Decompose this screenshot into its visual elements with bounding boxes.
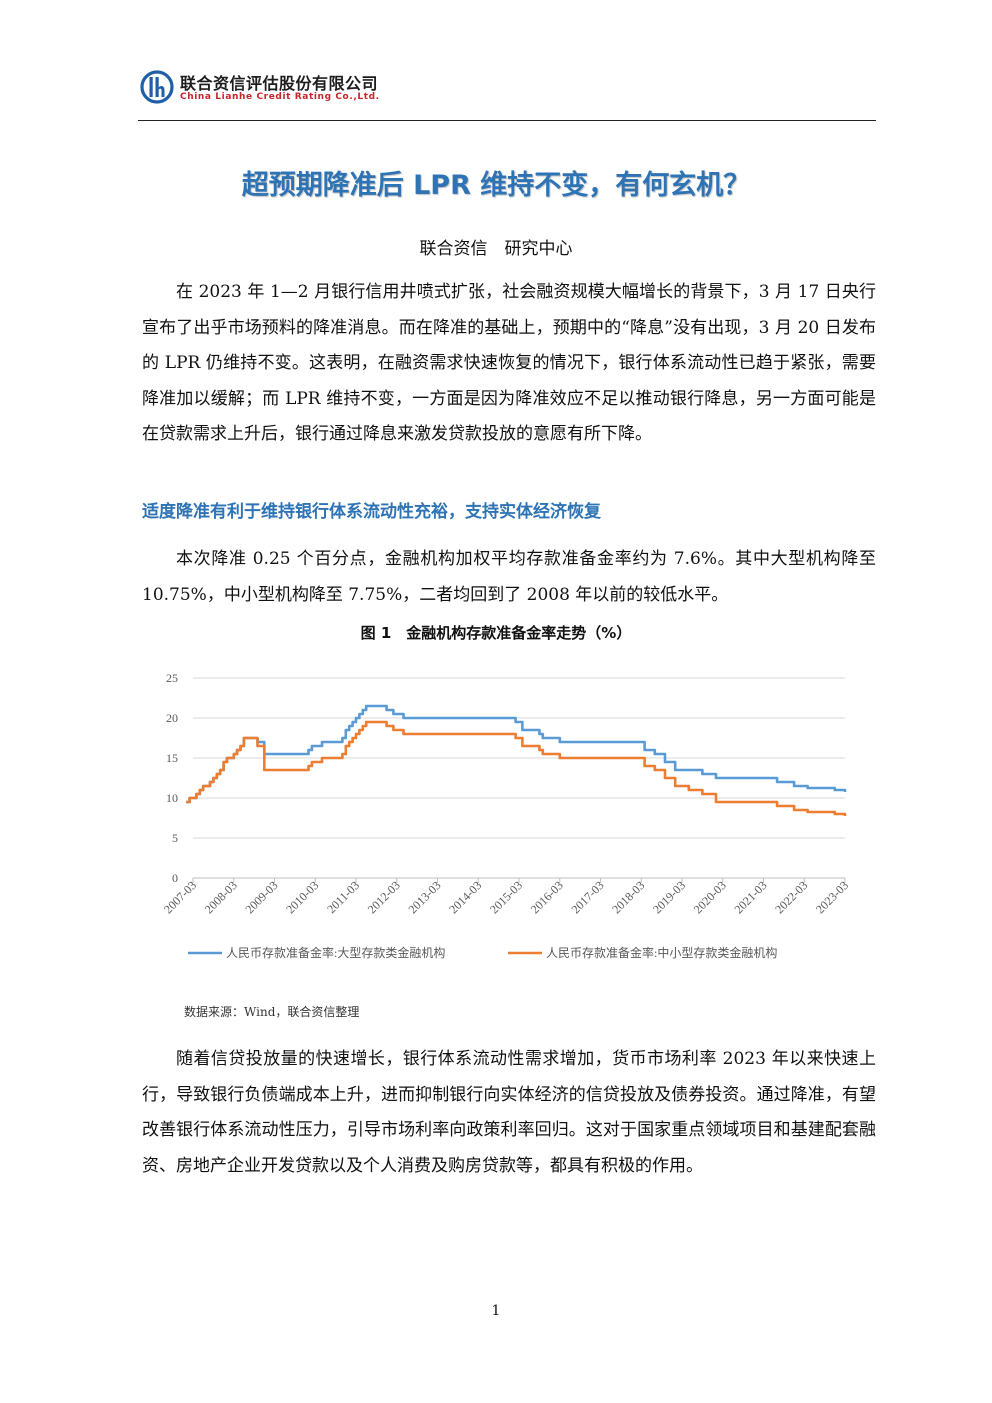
x-tick-label: 2014-03 — [446, 878, 484, 916]
company-name-en: China Lianhe Credit Rating Co.,Ltd. — [180, 92, 380, 102]
page-number: 1 — [491, 1303, 501, 1319]
x-tick-label: 2017-03 — [568, 878, 606, 916]
x-tick-label: 2023-03 — [813, 878, 851, 916]
header-divider — [138, 120, 876, 121]
page-header: 联合资信评估股份有限公司 China Lianhe Credit Rating … — [138, 66, 876, 120]
y-tick-label: 0 — [172, 871, 178, 885]
figure-source: 数据来源：Wind，联合资信整理 — [184, 1005, 360, 1019]
legend-label: 人民币存款准备金率:大型存款类金融机构 — [226, 945, 445, 960]
y-tick-label: 20 — [166, 711, 178, 725]
section-heading: 适度降准有利于维持银行体系流动性充裕，支持实体经济恢复 — [142, 502, 601, 522]
x-tick-label: 2013-03 — [405, 878, 443, 916]
y-tick-label: 15 — [166, 751, 178, 765]
article-title: 超预期降准后 LPR 维持不变，有何玄机？ — [241, 170, 751, 201]
lianhe-logo-icon — [140, 70, 174, 104]
x-tick-label: 2022-03 — [772, 878, 810, 916]
x-tick-label: 2018-03 — [609, 878, 647, 916]
x-tick-label: 2016-03 — [528, 878, 566, 916]
legend-label: 人民币存款准备金率:中小型存款类金融机构 — [546, 945, 777, 960]
x-tick-label: 2015-03 — [487, 878, 525, 916]
company-name-cn: 联合资信评估股份有限公司 — [180, 74, 379, 93]
y-tick-label: 25 — [166, 671, 178, 685]
chart-gridlines — [193, 677, 845, 879]
x-tick-label: 2011-03 — [324, 878, 362, 916]
x-tick-label: 2007-03 — [161, 878, 199, 916]
x-tick-label: 2008-03 — [202, 878, 240, 916]
x-tick-label: 2012-03 — [365, 878, 403, 916]
chart-series-lines — [186, 704, 847, 816]
x-tick-label: 2009-03 — [242, 878, 280, 916]
article-byline: 联合资信 研究中心 — [419, 239, 573, 259]
x-tick-label: 2010-03 — [283, 878, 321, 916]
paragraph-conclusion: 随着信贷投放量的快速增长，银行体系流动性需求增加，货币市场利率 2023 年以来… — [142, 1049, 876, 1176]
y-tick-label: 10 — [166, 791, 178, 805]
figure-caption: 图 1 金融机构存款准备金率走势（%） — [360, 624, 632, 642]
series-line-large-banks — [186, 704, 847, 804]
y-tick-label: 5 — [172, 831, 178, 845]
chart-legend: 人民币存款准备金率:大型存款类金融机构 人民币存款准备金率:中小型存款类金融机构 — [188, 945, 777, 960]
series-line-small-medium-banks — [186, 720, 847, 816]
paragraph-rrr-detail: 本次降准 0.25 个百分点，金融机构加权平均存款准备金率约为 7.6%。其中大… — [142, 549, 876, 605]
x-tick-label: 2020-03 — [691, 878, 729, 916]
paragraph-intro: 在 2023 年 1—2 月银行信用井喷式扩张，社会融资规模大幅增长的背景下，3… — [142, 282, 876, 445]
x-tick-label: 2021-03 — [731, 878, 769, 916]
x-tick-label: 2019-03 — [650, 878, 688, 916]
